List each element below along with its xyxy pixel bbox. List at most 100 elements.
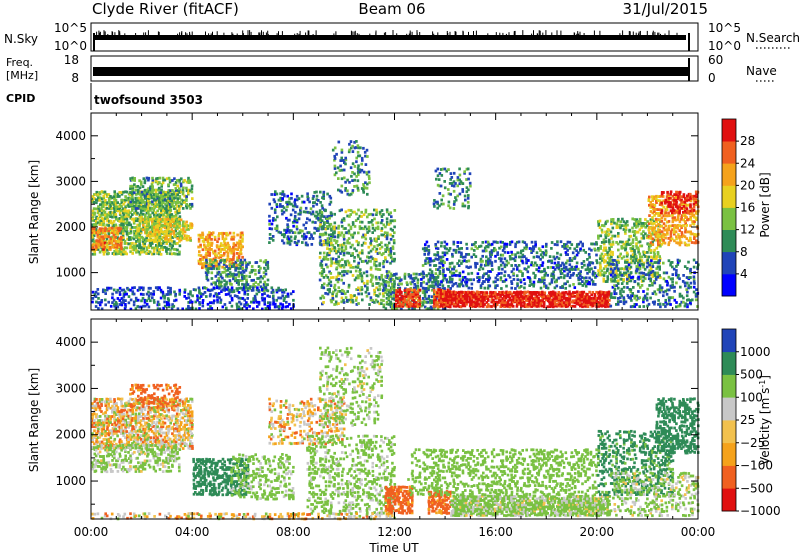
power-cell <box>431 276 434 280</box>
power-cell <box>565 301 568 304</box>
power-cell <box>525 267 528 271</box>
power-cell <box>380 215 384 218</box>
power-cell <box>331 148 335 152</box>
power-cell <box>246 297 249 300</box>
power-cell <box>339 243 342 247</box>
power-cell <box>491 268 494 271</box>
power-cell <box>299 206 303 210</box>
power-cell <box>436 251 440 254</box>
power-cell <box>541 255 544 259</box>
power-cell <box>234 243 238 247</box>
power-cell <box>240 267 243 270</box>
power-cell <box>322 233 325 236</box>
power-cell <box>113 249 116 253</box>
power-cell <box>165 236 168 240</box>
power-cell <box>183 295 186 298</box>
power-cell <box>173 299 176 303</box>
power-cell <box>561 301 564 304</box>
power-cell <box>446 267 449 271</box>
power-cell <box>528 291 532 294</box>
power-cell <box>310 235 313 238</box>
power-cell <box>423 295 427 298</box>
power-cell <box>151 189 154 192</box>
power-cell <box>570 243 574 246</box>
power-cell <box>500 287 503 290</box>
power-cell <box>201 262 204 266</box>
power-cell <box>387 249 391 253</box>
power-cell <box>483 303 486 306</box>
power-cell <box>279 203 282 206</box>
power-cell <box>268 214 271 218</box>
power-cell <box>335 239 339 243</box>
power-cell <box>228 279 232 282</box>
power-cell <box>160 220 163 224</box>
power-cell <box>245 278 248 282</box>
power-cell <box>433 295 436 298</box>
power-cell <box>223 303 227 306</box>
power-cell <box>162 214 165 218</box>
power-cell <box>407 298 410 302</box>
power-cell <box>409 294 413 298</box>
power-cell <box>575 301 579 304</box>
power-cell <box>384 286 387 290</box>
nsky-spike <box>635 32 637 35</box>
nsky-spike <box>96 31 98 35</box>
power-cell <box>295 198 299 202</box>
power-cell <box>116 205 120 209</box>
power-cell <box>446 288 450 292</box>
nsky-spike <box>632 31 634 35</box>
power-cell <box>295 225 299 229</box>
power-cell <box>116 209 120 213</box>
power-cell <box>434 257 438 261</box>
power-cell <box>351 221 355 224</box>
power-cell <box>156 198 159 202</box>
power-cell <box>205 258 208 262</box>
power-cell <box>501 297 504 300</box>
power-cell <box>443 240 447 244</box>
power-cell <box>335 294 338 298</box>
power-cell <box>360 187 364 190</box>
power-cell <box>532 255 536 259</box>
power-cell <box>322 243 326 247</box>
power-cell <box>340 231 344 235</box>
power-cell <box>402 299 405 303</box>
power-cell <box>239 250 242 254</box>
power-cell <box>228 245 231 249</box>
power-cell <box>506 305 510 308</box>
power-cell <box>348 215 351 218</box>
power-cell <box>118 303 122 306</box>
power-cell <box>526 270 530 274</box>
power-cell <box>297 239 300 243</box>
power-cell <box>473 249 476 252</box>
power-cell <box>514 264 517 267</box>
power-cell <box>472 278 475 282</box>
power-cell <box>441 287 445 291</box>
power-cell <box>456 245 459 248</box>
power-cell <box>371 219 374 222</box>
power-cell <box>92 247 96 251</box>
nsky-spike <box>278 31 279 35</box>
power-cell <box>171 239 174 243</box>
power-cell <box>401 297 405 300</box>
power-cell <box>311 220 314 224</box>
power-cell <box>281 288 284 292</box>
power-cell <box>197 259 201 263</box>
power-cell <box>494 254 497 258</box>
power-cell <box>333 286 336 290</box>
power-cell <box>149 218 152 221</box>
power-cell <box>337 271 340 275</box>
power-cell <box>494 248 497 252</box>
nsearch-tick-top: 10^5 <box>708 21 741 35</box>
power-cell <box>485 278 488 281</box>
power-cell <box>163 294 167 298</box>
power-cell <box>212 250 215 254</box>
power-cell <box>564 291 568 294</box>
power-cell <box>187 238 190 242</box>
power-cell <box>112 220 116 223</box>
power-cell <box>563 243 566 246</box>
power-cell <box>241 277 244 280</box>
power-cell <box>96 248 100 251</box>
power-cell <box>323 222 326 226</box>
power-cell <box>492 302 496 306</box>
nsky-spike <box>307 30 309 35</box>
